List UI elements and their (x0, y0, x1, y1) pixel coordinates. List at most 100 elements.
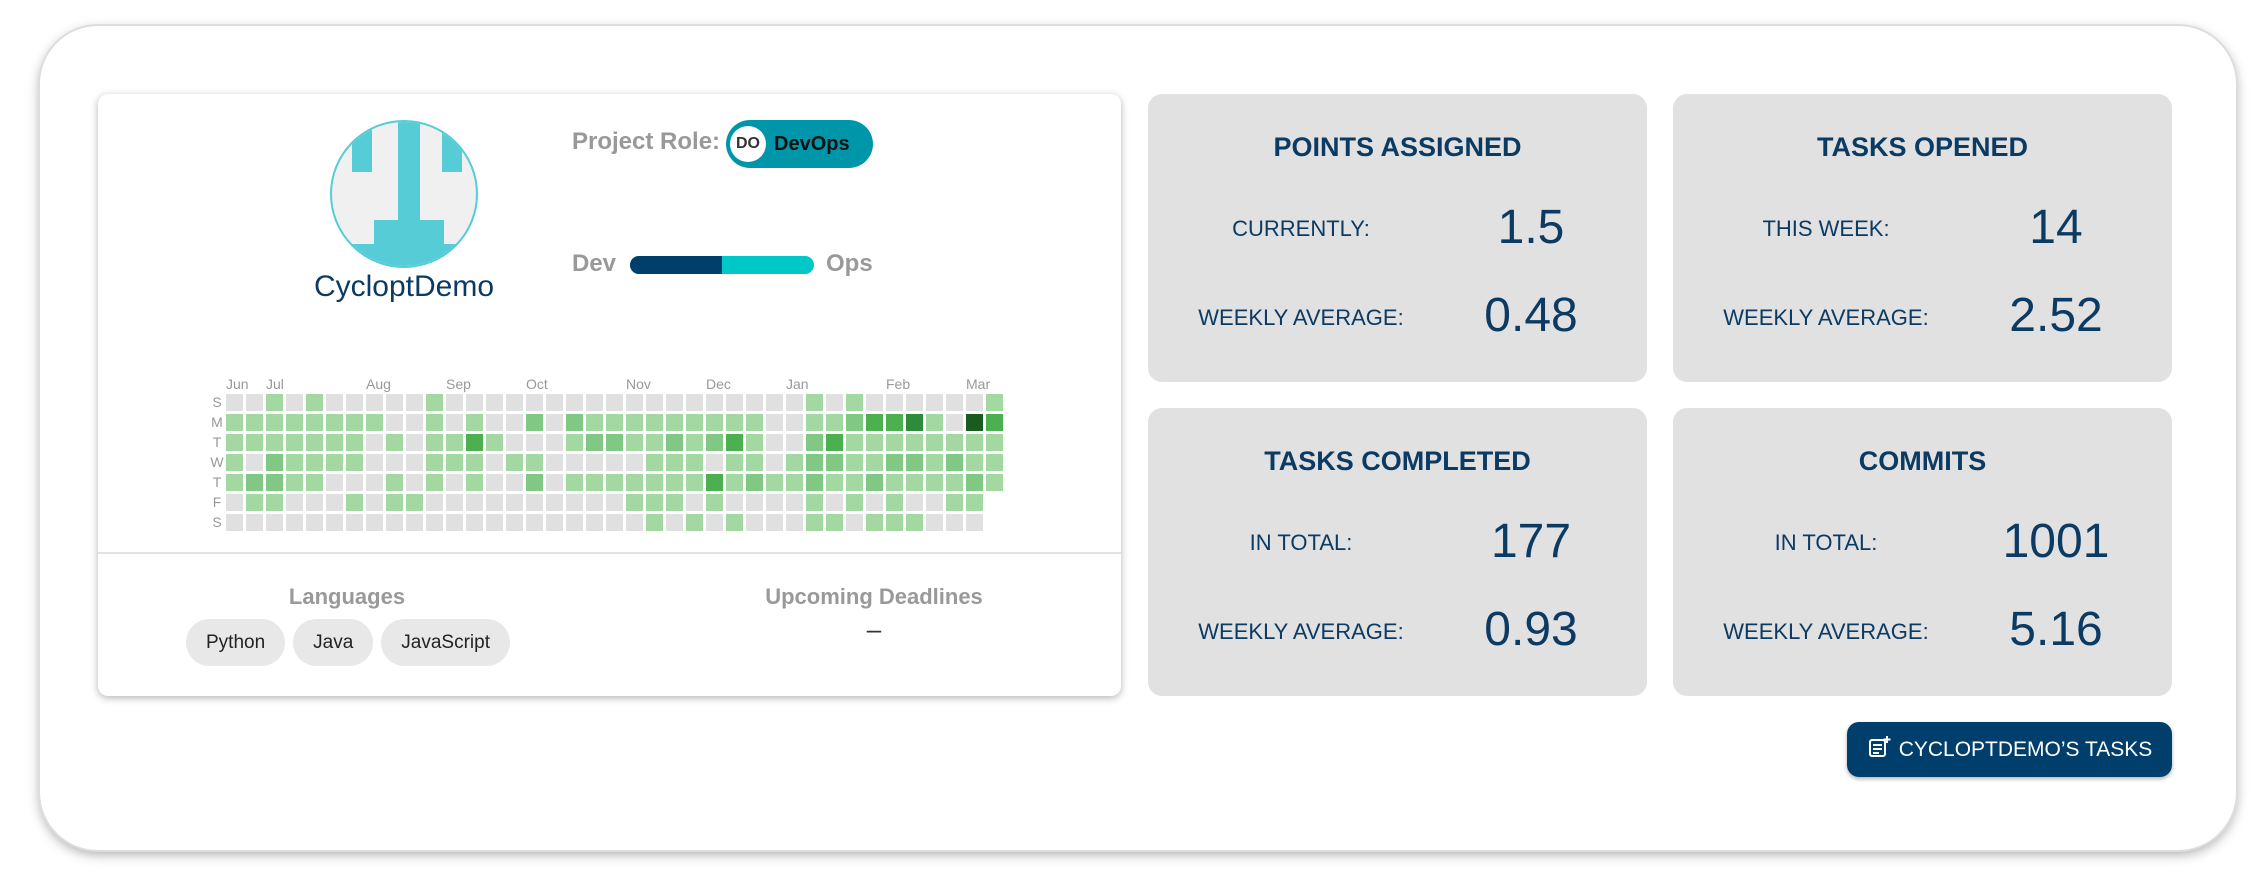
heatmap-cell[interactable] (606, 474, 623, 491)
heatmap-cell[interactable] (406, 434, 423, 451)
heatmap-cell[interactable] (246, 494, 263, 511)
heatmap-cell[interactable] (626, 494, 643, 511)
heatmap-cell[interactable] (306, 514, 323, 531)
heatmap-cell[interactable] (946, 434, 963, 451)
heatmap-cell[interactable] (806, 434, 823, 451)
heatmap-cell[interactable] (846, 414, 863, 431)
heatmap-cell[interactable] (466, 394, 483, 411)
heatmap-cell[interactable] (746, 494, 763, 511)
heatmap-cell[interactable] (366, 474, 383, 491)
heatmap-cell[interactable] (386, 414, 403, 431)
heatmap-cell[interactable] (686, 434, 703, 451)
heatmap-cell[interactable] (646, 414, 663, 431)
heatmap-cell[interactable] (886, 514, 903, 531)
heatmap-cell[interactable] (266, 494, 283, 511)
heatmap-cell[interactable] (346, 394, 363, 411)
heatmap-cell[interactable] (286, 474, 303, 491)
heatmap-cell[interactable] (626, 514, 643, 531)
heatmap-cell[interactable] (286, 454, 303, 471)
heatmap-cell[interactable] (466, 434, 483, 451)
heatmap-cell[interactable] (446, 394, 463, 411)
heatmap-cell[interactable] (426, 414, 443, 431)
heatmap-cell[interactable] (746, 414, 763, 431)
heatmap-cell[interactable] (926, 494, 943, 511)
heatmap-cell[interactable] (386, 494, 403, 511)
heatmap-cell[interactable] (966, 414, 983, 431)
heatmap-cell[interactable] (706, 434, 723, 451)
heatmap-cell[interactable] (586, 474, 603, 491)
heatmap-cell[interactable] (266, 474, 283, 491)
heatmap-cell[interactable] (746, 514, 763, 531)
heatmap-cell[interactable] (326, 394, 343, 411)
heatmap-cell[interactable] (486, 414, 503, 431)
heatmap-cell[interactable] (686, 514, 703, 531)
heatmap-cell[interactable] (226, 474, 243, 491)
heatmap-cell[interactable] (406, 494, 423, 511)
heatmap-cell[interactable] (826, 494, 843, 511)
heatmap-cell[interactable] (986, 414, 1003, 431)
heatmap-cell[interactable] (346, 454, 363, 471)
heatmap-cell[interactable] (246, 434, 263, 451)
heatmap-cell[interactable] (266, 394, 283, 411)
heatmap-cell[interactable] (906, 434, 923, 451)
heatmap-cell[interactable] (466, 474, 483, 491)
heatmap-cell[interactable] (646, 494, 663, 511)
heatmap-cell[interactable] (286, 434, 303, 451)
heatmap-cell[interactable] (726, 494, 743, 511)
heatmap-cell[interactable] (386, 454, 403, 471)
heatmap-cell[interactable] (526, 434, 543, 451)
heatmap-cell[interactable] (606, 514, 623, 531)
heatmap-cell[interactable] (946, 414, 963, 431)
heatmap-cell[interactable] (886, 474, 903, 491)
heatmap-cell[interactable] (546, 414, 563, 431)
heatmap-cell[interactable] (986, 394, 1003, 411)
heatmap-cell[interactable] (526, 494, 543, 511)
heatmap-cell[interactable] (446, 474, 463, 491)
heatmap-cell[interactable] (706, 494, 723, 511)
heatmap-cell[interactable] (506, 474, 523, 491)
heatmap-cell[interactable] (946, 474, 963, 491)
heatmap-cell[interactable] (786, 414, 803, 431)
heatmap-cell[interactable] (906, 394, 923, 411)
heatmap-cell[interactable] (926, 394, 943, 411)
heatmap-cell[interactable] (826, 434, 843, 451)
heatmap-cell[interactable] (866, 514, 883, 531)
heatmap-cell[interactable] (906, 414, 923, 431)
heatmap-cell[interactable] (526, 454, 543, 471)
heatmap-cell[interactable] (706, 394, 723, 411)
heatmap-cell[interactable] (986, 454, 1003, 471)
heatmap-cell[interactable] (306, 434, 323, 451)
heatmap-cell[interactable] (526, 514, 543, 531)
heatmap-cell[interactable] (586, 434, 603, 451)
heatmap-cell[interactable] (806, 514, 823, 531)
heatmap-cell[interactable] (806, 454, 823, 471)
heatmap-cell[interactable] (386, 474, 403, 491)
heatmap-cell[interactable] (906, 454, 923, 471)
heatmap-cell[interactable] (366, 434, 383, 451)
heatmap-cell[interactable] (566, 514, 583, 531)
user-tasks-button[interactable]: CYCLOPTDEMO’S TASKS (1847, 722, 2172, 777)
heatmap-cell[interactable] (366, 394, 383, 411)
heatmap-cell[interactable] (786, 494, 803, 511)
heatmap-cell[interactable] (426, 434, 443, 451)
heatmap-cell[interactable] (986, 474, 1003, 491)
heatmap-cell[interactable] (526, 414, 543, 431)
heatmap-cell[interactable] (226, 434, 243, 451)
heatmap-cell[interactable] (366, 454, 383, 471)
heatmap-cell[interactable] (566, 474, 583, 491)
heatmap-cell[interactable] (966, 454, 983, 471)
heatmap-cell[interactable] (766, 494, 783, 511)
heatmap-cell[interactable] (886, 434, 903, 451)
heatmap-cell[interactable] (266, 454, 283, 471)
heatmap-cell[interactable] (706, 474, 723, 491)
heatmap-cell[interactable] (486, 494, 503, 511)
heatmap-cell[interactable] (426, 494, 443, 511)
heatmap-cell[interactable] (286, 394, 303, 411)
heatmap-cell[interactable] (666, 414, 683, 431)
heatmap-cell[interactable] (886, 414, 903, 431)
heatmap-cell[interactable] (686, 414, 703, 431)
heatmap-cell[interactable] (966, 434, 983, 451)
heatmap-cell[interactable] (266, 514, 283, 531)
heatmap-cell[interactable] (866, 394, 883, 411)
heatmap-cell[interactable] (526, 394, 543, 411)
